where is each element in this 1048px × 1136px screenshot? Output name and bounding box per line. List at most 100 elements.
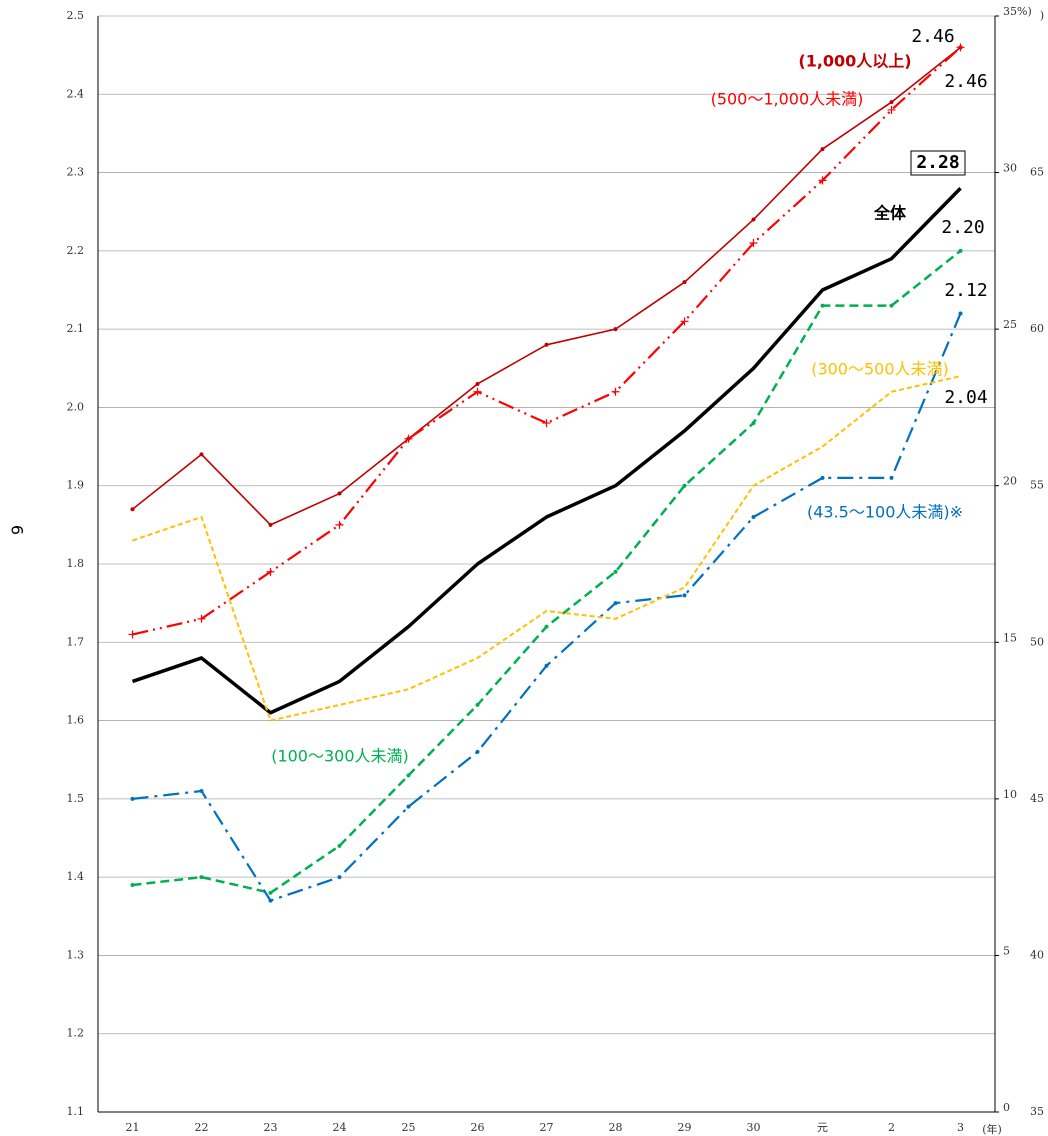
y2-tick-label: 25 xyxy=(1003,318,1017,331)
marker xyxy=(475,702,480,707)
y-label: 6 xyxy=(8,525,27,535)
series-label: (100～300人未満) xyxy=(271,747,409,766)
end-value-label: 2.20 xyxy=(941,217,984,238)
marker xyxy=(266,567,275,576)
end-value-label: 2.28 xyxy=(916,152,959,173)
end-value-label: 2.04 xyxy=(944,387,987,408)
x-tick-label: 25 xyxy=(402,1121,416,1134)
marker xyxy=(197,614,206,623)
y-tick-label: 1.6 xyxy=(67,714,85,727)
marker xyxy=(130,882,135,887)
y3-tick-label: 45 xyxy=(1030,792,1044,805)
marker xyxy=(682,483,687,488)
end-value-label: 2.12 xyxy=(944,280,987,301)
marker xyxy=(751,515,756,520)
marker xyxy=(335,520,344,529)
series-label: (43.5～100人未満)※ xyxy=(807,503,963,522)
series-line xyxy=(132,249,962,895)
marker xyxy=(542,419,551,428)
y2-tick-label: 5 xyxy=(1003,944,1010,957)
x-label: (年) xyxy=(982,1122,1002,1136)
y2-tick-label: 20 xyxy=(1003,475,1017,488)
marker xyxy=(613,601,618,606)
y-tick-label: 2.1 xyxy=(67,322,85,335)
y3-tick-label: 55 xyxy=(1030,479,1044,492)
marker xyxy=(682,280,687,285)
marker xyxy=(956,43,965,52)
marker xyxy=(889,475,894,480)
marker xyxy=(958,311,963,316)
y-tick-label: 1.7 xyxy=(67,635,85,648)
marker xyxy=(404,434,413,443)
marker xyxy=(268,522,273,527)
marker xyxy=(751,217,756,222)
end-value-label: 2.46 xyxy=(944,71,987,92)
marker xyxy=(475,749,480,754)
marker xyxy=(544,342,549,347)
series-line xyxy=(132,313,962,902)
x-tick-label: 29 xyxy=(678,1121,692,1134)
y2-tick-label: 0 xyxy=(1003,1101,1010,1114)
end-value-label: 2.46 xyxy=(911,26,954,47)
series-line xyxy=(131,187,962,715)
marker xyxy=(544,663,549,668)
y-tick-label: 1.4 xyxy=(67,870,85,883)
x-tick-label: 23 xyxy=(264,1121,278,1134)
y3-tick-label: 35 xyxy=(1030,1105,1044,1118)
marker xyxy=(680,317,689,326)
series-line xyxy=(132,375,961,722)
series-label: 全体 xyxy=(873,204,907,223)
marker xyxy=(199,789,204,794)
marker xyxy=(820,147,825,152)
marker xyxy=(613,327,618,332)
y-tick-label: 2.3 xyxy=(67,166,85,179)
marker xyxy=(611,387,620,396)
marker xyxy=(130,796,135,801)
y-tick-label: 2.2 xyxy=(67,244,85,257)
marker xyxy=(199,875,204,880)
marker xyxy=(337,875,342,880)
x-tick-label: 21 xyxy=(126,1121,140,1134)
y-tick-label: 2.0 xyxy=(67,400,85,413)
x-tick-label: 30 xyxy=(747,1121,761,1134)
y-tick-label: 2.4 xyxy=(67,87,85,100)
y3-tick-label: 40 xyxy=(1030,948,1044,961)
marker xyxy=(682,593,687,598)
y-tick-label: 2.5 xyxy=(67,9,85,22)
x-tick-label: 27 xyxy=(540,1121,554,1134)
y-tick-label: 1.2 xyxy=(67,1027,85,1040)
x-tick-label: 26 xyxy=(471,1121,485,1134)
x-tick-label: 28 xyxy=(609,1121,623,1134)
marker xyxy=(889,100,894,105)
marker xyxy=(406,804,411,809)
marker xyxy=(958,248,963,253)
marker xyxy=(268,890,273,895)
y3-tick-label: 60 xyxy=(1030,322,1044,335)
y-tick-label: 1.8 xyxy=(67,557,85,570)
label-box xyxy=(910,150,966,176)
y-tick-label: 1.9 xyxy=(67,479,85,492)
y2-tick-label: 10 xyxy=(1003,788,1017,801)
y2-tick-label: 15 xyxy=(1003,631,1017,644)
marker xyxy=(337,843,342,848)
marker xyxy=(889,303,894,308)
marker xyxy=(820,475,825,480)
x-tick-label: 22 xyxy=(195,1121,209,1134)
marker xyxy=(473,387,482,396)
marker xyxy=(475,381,480,386)
marker xyxy=(751,421,756,426)
marker xyxy=(544,624,549,629)
series-label: (500～1,000人未満) xyxy=(711,90,864,109)
y2-tick-label: 35%) xyxy=(1003,5,1032,18)
series-label: (300～500人未満) xyxy=(811,360,949,379)
series-line xyxy=(132,46,961,526)
y3-tick-label: 65 xyxy=(1030,166,1044,179)
y-tick-label: 1.3 xyxy=(67,948,85,961)
series-line xyxy=(132,46,962,636)
marker xyxy=(613,569,618,574)
x-tick-label: 2 xyxy=(888,1121,895,1134)
y2-tick-label: 30 xyxy=(1003,162,1017,175)
marker xyxy=(268,898,273,903)
marker xyxy=(337,491,342,496)
